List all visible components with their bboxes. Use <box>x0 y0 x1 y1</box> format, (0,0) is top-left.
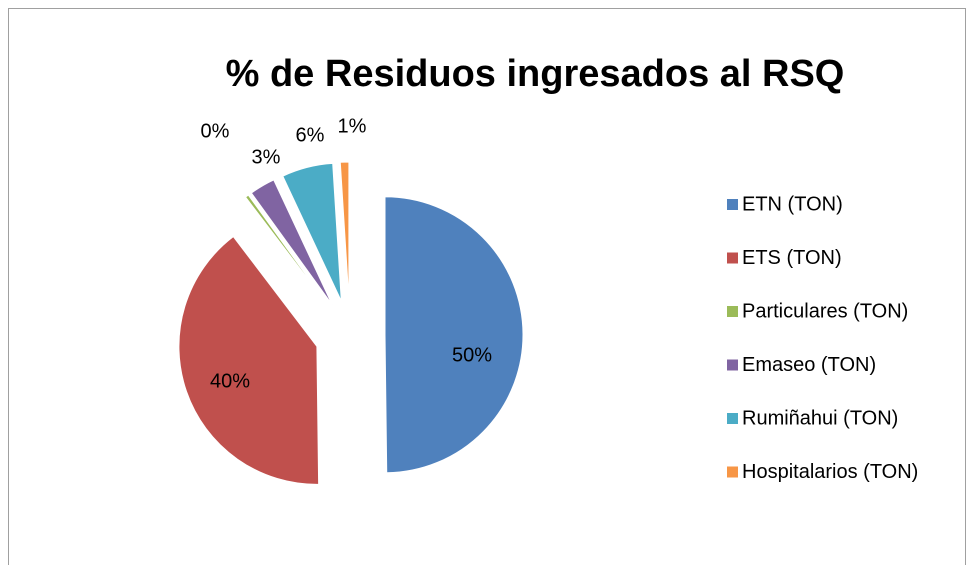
legend-swatch <box>727 306 738 317</box>
legend-swatch <box>727 199 738 210</box>
legend-label: ETN (TON) <box>742 193 843 215</box>
pie-slice <box>384 196 524 474</box>
pie-slice <box>250 179 333 306</box>
data-label: 3% <box>252 146 281 168</box>
data-label: 40% <box>210 370 250 392</box>
pie-slice <box>282 162 342 302</box>
legend-label: ETS (TON) <box>742 247 842 269</box>
legend-label: Hospitalarios (TON) <box>742 461 918 483</box>
data-label: 6% <box>296 124 325 146</box>
legend-swatch <box>727 413 738 424</box>
legend-swatch <box>727 466 738 478</box>
data-label: 0% <box>201 120 230 142</box>
legend-swatch <box>727 359 738 371</box>
pie-slice <box>244 194 330 308</box>
data-label: 1% <box>338 115 367 137</box>
chart-title: % de Residuos ingresados al RSQ <box>226 53 845 95</box>
legend-swatch <box>727 252 738 264</box>
legend-label: Particulares (TON) <box>742 300 908 322</box>
legend-label: Emaseo (TON) <box>742 354 876 376</box>
pie-slice <box>339 161 350 301</box>
data-label: 50% <box>452 344 492 366</box>
legend-label: Rumiñahui (TON) <box>742 407 898 429</box>
pie-slice <box>178 235 320 485</box>
